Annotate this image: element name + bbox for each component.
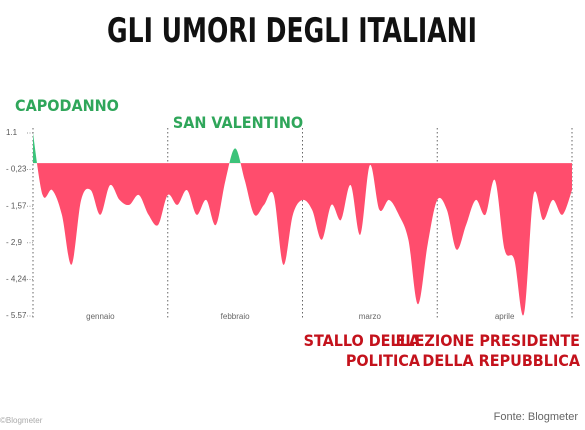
y-tick-label: - 4,24 xyxy=(6,275,27,284)
annotation: DELLA REPUBBLICA xyxy=(422,351,580,370)
y-tick-label: - 0,23 xyxy=(6,165,27,174)
y-tick-label: - 1,57 xyxy=(6,201,27,210)
annotation: POLITICA xyxy=(346,351,421,370)
x-tick-label: febbraio xyxy=(221,312,250,321)
x-tick-label: aprile xyxy=(495,312,515,321)
y-tick-label: - 2,9 xyxy=(6,238,23,247)
annotation: SAN VALENTINO xyxy=(173,113,303,132)
annotation: STALLO DELLA xyxy=(304,331,421,350)
credit: ©Blogmeter xyxy=(0,416,43,425)
x-tick-label: marzo xyxy=(359,312,382,321)
y-tick-label: - 5.57 xyxy=(6,311,27,320)
x-tick-label: gennaio xyxy=(86,312,115,321)
annotation: CAPODANNO xyxy=(15,96,119,115)
mood-area xyxy=(33,133,572,316)
annotation: ELEZIONE PRESIDENTE xyxy=(396,331,580,350)
y-tick-label: 1.1 xyxy=(6,128,18,137)
source: Fonte: Blogmeter xyxy=(494,411,579,423)
chart-title: GLI UMORI DEGLI ITALIANI xyxy=(107,11,477,51)
